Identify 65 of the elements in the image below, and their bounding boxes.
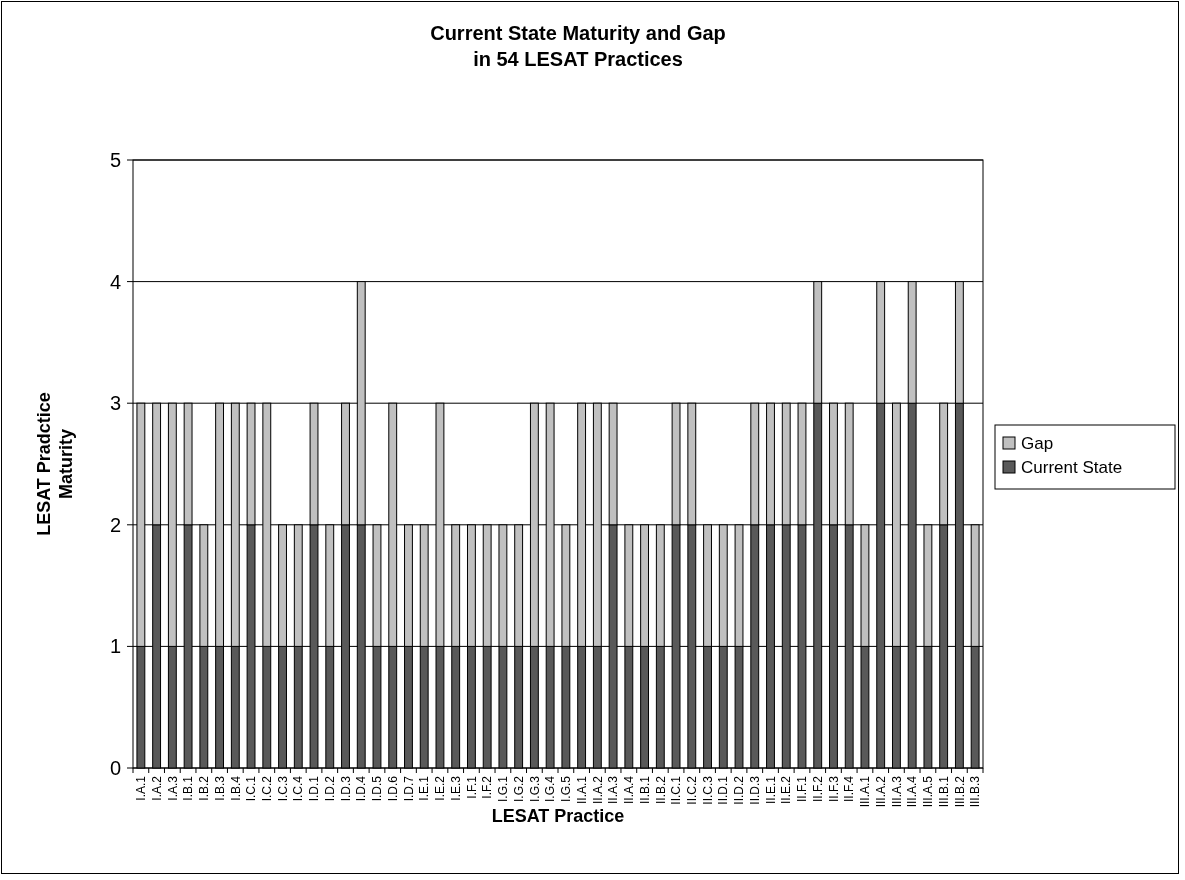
x-tick-label: II.B.2 [653, 775, 668, 805]
x-tick-label: I.D.6 [385, 775, 400, 802]
x-tick-label: I.D.4 [354, 775, 369, 802]
x-tick-label: I.G.3 [527, 775, 542, 803]
x-tick-label: I.G.2 [511, 775, 526, 803]
x-tick-label: I.A.1 [134, 775, 149, 801]
y-tick-label: 4 [109, 270, 121, 293]
x-tick-label: I.G.4 [543, 775, 558, 803]
x-tick-label: III.A.5 [921, 775, 936, 808]
x-tick-label: I.D.1 [307, 775, 322, 802]
x-tick-label: I.C.2 [260, 775, 274, 802]
x-tick-label: II.D.3 [747, 775, 762, 805]
x-tick-label: I.C.1 [244, 775, 259, 802]
x-tick-label: I.E.2 [433, 775, 448, 801]
x-axis-title: LESAT Practice [491, 806, 625, 826]
chart-title: Current State Maturity and Gap in 54 LESAT Practices [430, 22, 726, 70]
x-tick-label: I.B.1 [181, 775, 196, 801]
x-tick-label: I.D.3 [338, 775, 353, 802]
x-tick-label: III.A.3 [889, 775, 904, 808]
x-tick-label: II.F.1 [795, 775, 810, 803]
x-tick-label: III.A.4 [905, 775, 920, 808]
x-tick-label: I.D.2 [322, 775, 337, 802]
y-tick-label: 1 [109, 635, 121, 658]
x-tick-label: I.A.2 [149, 775, 164, 801]
x-tick-label: I.G.1 [496, 775, 511, 803]
x-tick-label: II.C.3 [700, 775, 715, 805]
x-tick-label: II.E.2 [779, 775, 794, 805]
x-tick-label: I.E.1 [417, 775, 432, 801]
x-tick-label: I.F.2 [480, 775, 495, 799]
x-tick-label: I.C.3 [275, 775, 290, 802]
x-tick-label: III.A.1 [858, 775, 873, 808]
x-tick-label: II.F.3 [826, 775, 841, 803]
y-tick-label: 5 [109, 149, 121, 171]
x-tick-label: II.F.2 [810, 775, 825, 803]
y-tick-label: 3 [109, 392, 121, 415]
x-tick-label: III.A.2 [873, 775, 888, 808]
y-tick-label: 2 [109, 513, 121, 536]
x-tick-label: III.B.3 [968, 775, 983, 808]
x-tick-label: III.B.1 [936, 775, 951, 808]
x-tick-label: III.B.2 [952, 775, 967, 808]
x-tick-label: I.C.4 [291, 775, 306, 802]
x-tick-label: II.E.1 [763, 775, 778, 805]
x-tick-label: II.A.1 [574, 775, 589, 805]
x-tick-label: II.B.1 [637, 775, 652, 805]
x-tick-label: I.B.3 [212, 775, 227, 801]
y-axis-title: LESAT Pradctice Maturity [34, 392, 76, 536]
x-tick-label: I.D.5 [370, 775, 385, 802]
x-tick-label: II.C.2 [685, 775, 699, 805]
x-tick-label: II.A.4 [622, 775, 637, 805]
x-tick-label: I.B.4 [228, 775, 243, 801]
legend-label: Gap [1021, 433, 1054, 453]
x-tick-label: II.F.4 [842, 775, 857, 803]
x-tick-label: II.A.2 [590, 775, 605, 805]
x-tick-label: I.D.7 [401, 775, 416, 802]
legend-label: Current State [1021, 457, 1123, 477]
x-tick-label: I.B.2 [197, 775, 212, 801]
x-tick-label: II.A.3 [606, 775, 621, 805]
x-tick-label: I.F.1 [464, 775, 479, 799]
x-tick-label: I.A.3 [165, 775, 180, 801]
x-tick-label: II.D.1 [716, 775, 731, 805]
x-tick-label: II.C.1 [669, 775, 684, 805]
x-tick-label: I.E.3 [448, 775, 463, 801]
x-tick-label: I.G.5 [559, 775, 574, 803]
x-tick-label: II.D.2 [732, 775, 747, 805]
y-tick-label: 0 [109, 757, 121, 779]
